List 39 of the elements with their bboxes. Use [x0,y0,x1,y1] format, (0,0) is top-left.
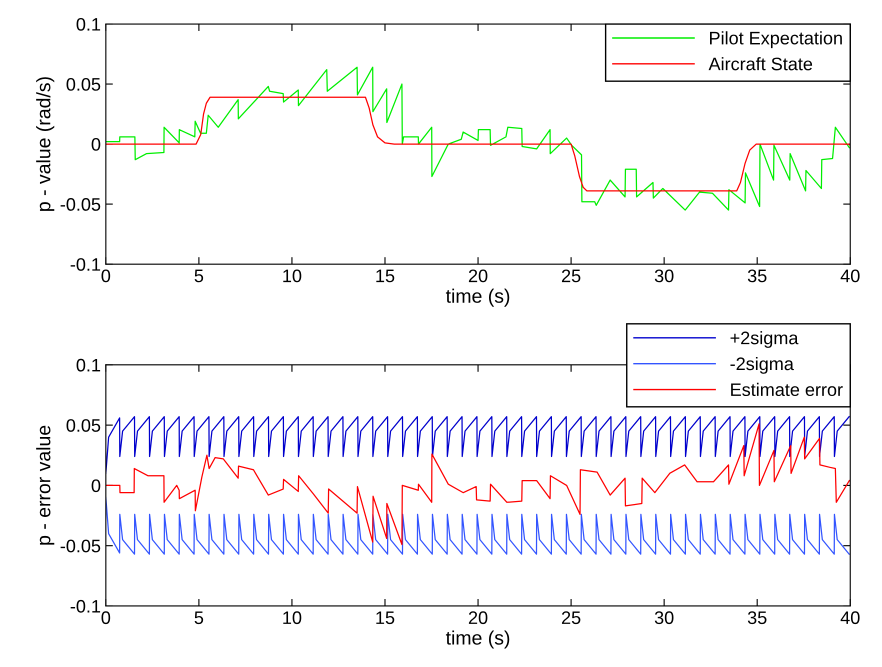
y-tick-label: 0 [92,138,100,151]
x-tick-label: 5 [194,270,204,282]
legend-label: Pilot Expectation [710,31,842,48]
x-tick-label: 10 [283,269,302,282]
y-axis-title: p - error value [36,426,54,545]
x-tick-label: 25 [562,611,580,624]
line-series [106,96,850,192]
x-axis-title: time (s) [446,630,510,649]
y-tick-label: -0.1 [70,258,100,271]
legend-label: -2sigma [730,356,794,374]
x-tick-label: 0 [102,611,110,624]
x-tick-label: 10 [283,611,302,624]
x-tick-label: 20 [468,611,488,624]
y-tick-label: 0.1 [76,358,100,372]
y-tick-label: -0.05 [60,540,100,552]
x-tick-label: 35 [748,611,766,624]
x-tick-label: 5 [194,611,204,624]
x-tick-label: 15 [376,611,394,624]
x-tick-label: 30 [654,611,674,624]
y-tick-label: -0.1 [70,600,100,613]
x-tick-label: 40 [840,269,860,282]
y-tick-label: 0.05 [66,78,100,91]
x-tick-label: 30 [654,269,674,282]
y-tick-label: 0.1 [76,18,100,31]
y-axis-title: p - value (rad/s) [36,77,54,211]
line-series [106,423,850,546]
y-tick-label: 0.05 [66,419,100,432]
x-axis-title: time (s) [446,288,510,307]
x-tick-label: 40 [840,611,860,624]
x-tick-label: 20 [468,269,488,282]
y-tick-label: -0.05 [60,198,100,211]
y-tick-label: 0 [92,479,100,492]
legend-label: +2sigma [730,331,798,348]
legend-label: Aircraft State [708,57,812,70]
legend-label: Estimate error [731,382,843,396]
x-tick-label: 15 [376,270,394,282]
x-tick-label: 25 [562,269,580,282]
x-tick-label: 0 [102,269,110,282]
x-tick-label: 35 [748,269,766,282]
